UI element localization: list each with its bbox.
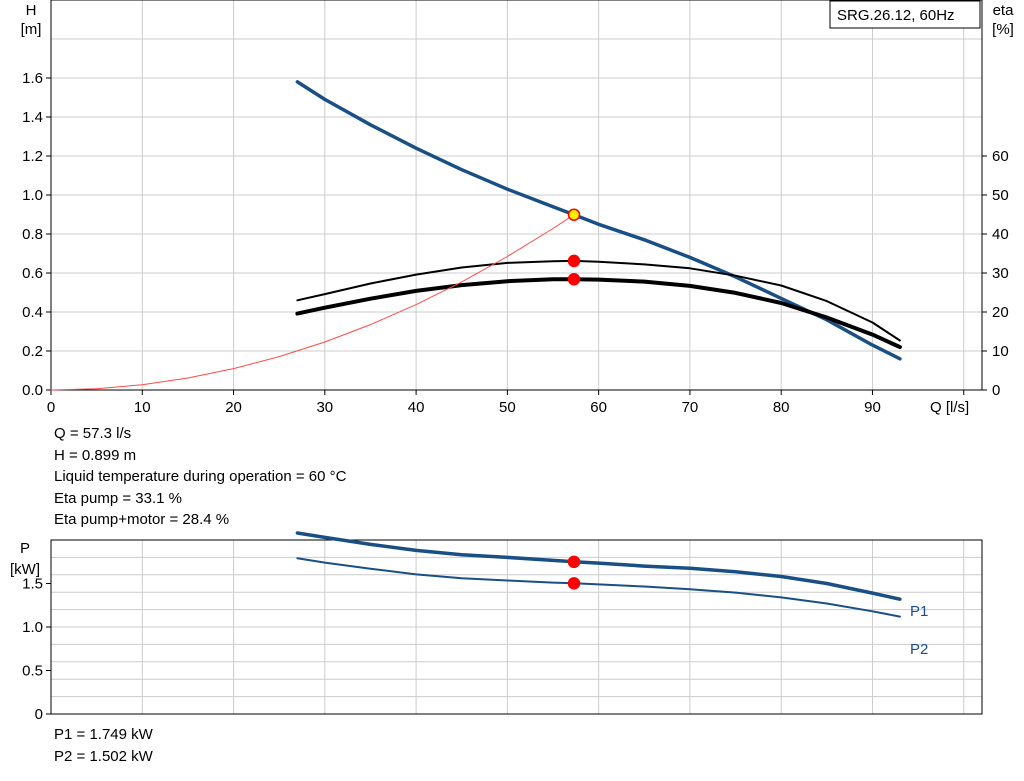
series-line-3 — [50, 214, 575, 391]
x-tick-label: 50 — [499, 399, 516, 416]
x-tick-label: 60 — [590, 399, 607, 416]
y2-tick-label: 50 — [992, 187, 1009, 204]
duty-point-marker — [567, 208, 581, 221]
power-chart-duty-points — [567, 555, 581, 590]
y2-tick-label: 20 — [992, 304, 1009, 321]
liquid-temperature-readout: Liquid temperature during operation = 60… — [54, 468, 347, 485]
series-line-0 — [295, 531, 902, 601]
y-tick-label: 0.8 — [22, 226, 43, 243]
eta-pump-readout: Eta pump = 33.1 % — [54, 489, 182, 507]
y2-tick-label: 10 — [992, 343, 1009, 360]
y-tick-label: 0.5 — [22, 663, 43, 680]
y-axis-label-line2: [m] — [21, 21, 42, 38]
y-tick-label: 0.0 — [22, 382, 43, 399]
y2-tick-label: 30 — [992, 265, 1009, 282]
head-chart-grid — [51, 0, 982, 390]
x-tick-label: 90 — [864, 399, 881, 416]
y2-tick-label: 60 — [992, 148, 1009, 165]
y-tick-label: 1.4 — [22, 109, 43, 126]
y2-axis-label-line1: eta — [993, 2, 1015, 19]
y-tick-label: 1.0 — [22, 619, 43, 636]
power-chart-grid — [51, 540, 982, 714]
power-chart: 0 0.5 1.0 1.5 P [kW] P1 P2 — [10, 531, 983, 723]
y-tick-label: 0.4 — [22, 304, 43, 321]
y2-tick-label: 0 — [992, 382, 1000, 399]
p1-readout: P1 = 1.749 kW — [54, 726, 153, 743]
power-chart-series — [295, 531, 902, 618]
p2-readout: P2 = 1.502 kW — [54, 747, 153, 765]
flow-readout: Q = 57.3 l/s — [54, 425, 132, 442]
power-y-axis-label-line2: [kW] — [10, 561, 40, 578]
y-tick-label: 0.6 — [22, 265, 43, 282]
p2-curve-label: P2 — [910, 641, 928, 658]
eta-pump-motor-readout: Eta pump+motor = 28.4 % — [54, 511, 230, 528]
y-tick-label: 0 — [35, 706, 43, 723]
x-tick-label: 40 — [408, 399, 425, 416]
y-tick-label: 1.5 — [22, 576, 43, 593]
x-tick-label: 20 — [225, 399, 242, 416]
legend-box-frame — [829, 0, 981, 29]
y-tick-label: 1.0 — [22, 187, 43, 204]
x-tick-label: 80 — [773, 399, 790, 416]
operating-point-info: Q = 57.3 l/s H = 0.899 m Liquid temperat… — [54, 423, 346, 531]
head-chart-ticks: 0.0 0.2 0.4 0.6 0.8 1.0 1.2 1.4 1.6 0 10 20 30 40 50 60… — [22, 70, 1009, 416]
x-tick-label: 70 — [682, 399, 699, 416]
legend-box-text: SRG.26.12, 60Hz — [837, 7, 955, 24]
head-chart-series — [50, 80, 902, 391]
power-y-axis-label-line1: P — [20, 540, 30, 557]
x-tick-label: 0 — [47, 399, 55, 416]
duty-point-marker — [567, 577, 581, 590]
head-chart-duty-points — [567, 208, 581, 286]
y-tick-label: 1.2 — [22, 148, 43, 165]
duty-point-marker — [567, 272, 581, 286]
y-tick-label: 0.2 — [22, 343, 43, 360]
series-line-1 — [296, 259, 901, 342]
x-tick-label: 30 — [316, 399, 333, 416]
series-line-2 — [295, 277, 902, 350]
x-tick-label: 10 — [134, 399, 151, 416]
p1-curve-label: P1 — [910, 603, 928, 620]
x-axis-label: Q [l/s] — [930, 399, 969, 416]
power-chart-ticks: 0 0.5 1.0 1.5 — [22, 576, 51, 723]
power-point-info: P1 = 1.749 kW P2 = 1.502 kW — [54, 724, 153, 767]
y2-tick-label: 40 — [992, 226, 1009, 243]
duty-point-marker — [567, 254, 581, 268]
y2-axis-label-line2: [%] — [992, 21, 1014, 38]
head-readout: H = 0.899 m — [54, 446, 137, 464]
head-efficiency-chart: 0.0 0.2 0.4 0.6 0.8 1.0 1.2 1.4 1.6 0 10 20 30 40 50 60… — [21, 0, 1015, 416]
y-tick-label: 1.6 — [22, 70, 43, 87]
y-axis-label-line1: H — [26, 2, 37, 19]
legend-box: SRG.26.12, 60Hz — [829, 0, 981, 29]
duty-point-marker — [567, 555, 581, 569]
series-line-1 — [296, 557, 901, 618]
